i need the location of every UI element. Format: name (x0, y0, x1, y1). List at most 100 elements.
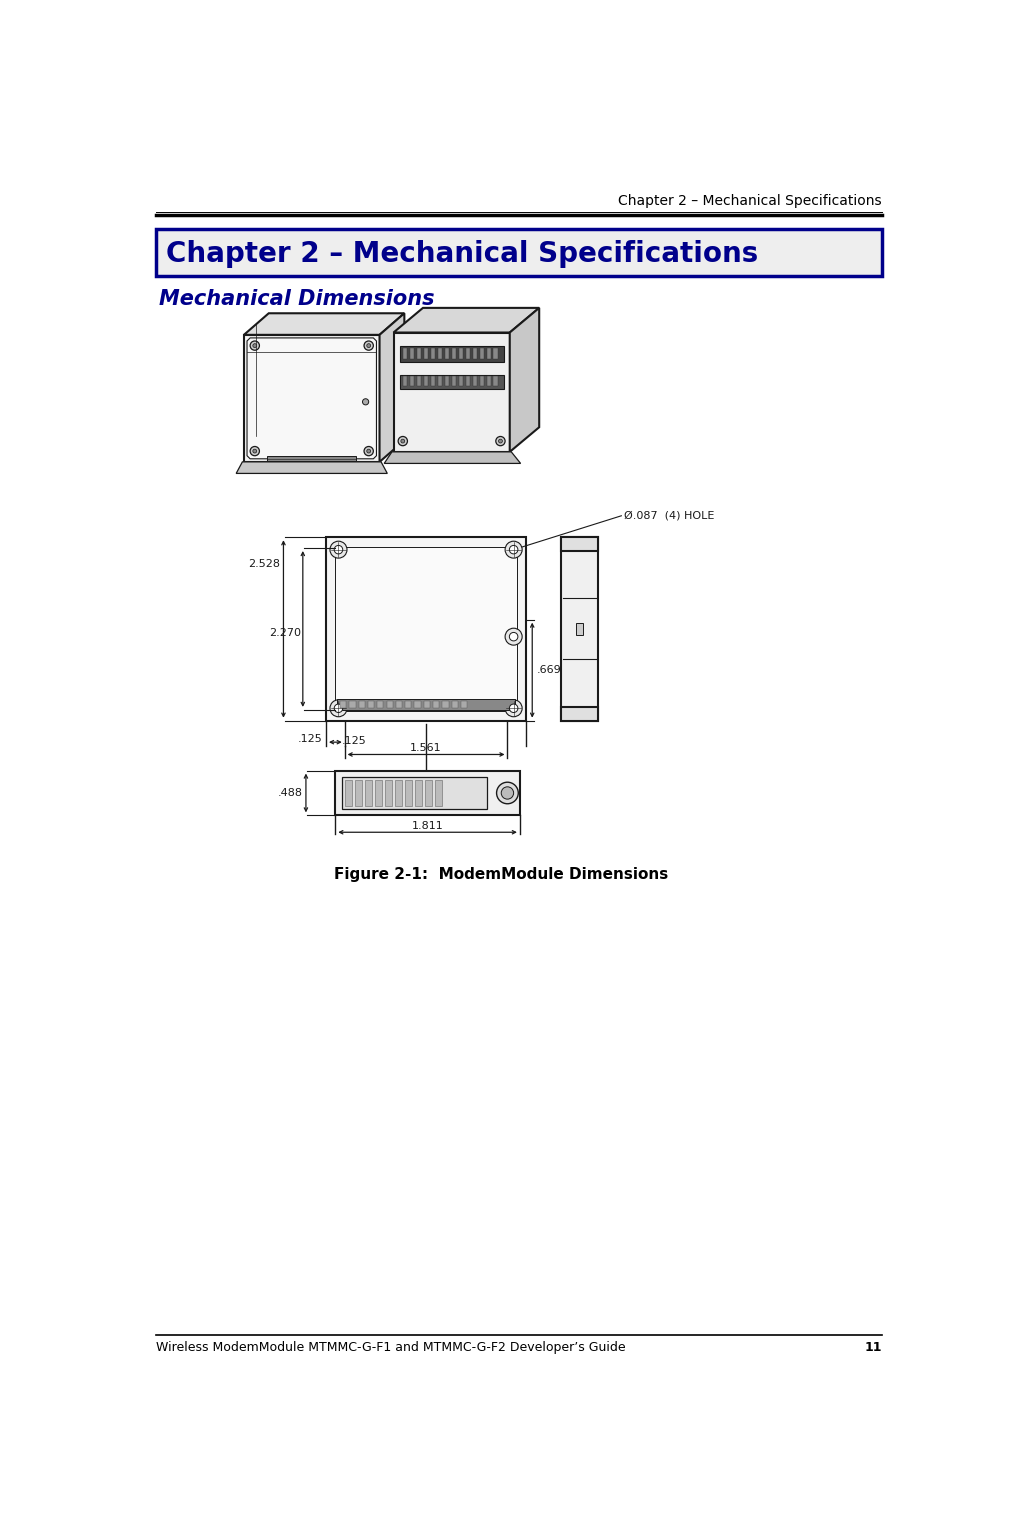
Bar (337, 699, 516, 709)
Bar (340, 700, 346, 708)
Bar (486, 377, 491, 386)
Circle shape (364, 446, 373, 456)
Text: Figure 2-1:  ModemModule Dimensions: Figure 2-1: ModemModule Dimensions (334, 866, 668, 882)
Circle shape (366, 343, 370, 348)
Circle shape (510, 633, 518, 640)
Bar (403, 348, 408, 360)
Bar (442, 700, 449, 708)
Circle shape (330, 542, 347, 559)
Bar (375, 780, 381, 806)
Bar (396, 700, 402, 708)
Circle shape (495, 437, 506, 446)
Polygon shape (244, 336, 379, 462)
Polygon shape (247, 339, 376, 459)
Bar (445, 348, 449, 360)
Bar (459, 348, 463, 360)
Bar (465, 348, 470, 360)
Circle shape (498, 439, 502, 443)
Bar (349, 700, 355, 708)
Text: 2.270: 2.270 (269, 628, 302, 637)
Circle shape (330, 700, 347, 717)
Bar (358, 700, 365, 708)
Circle shape (510, 545, 518, 554)
Bar (386, 700, 393, 708)
Bar (385, 780, 391, 806)
Circle shape (496, 782, 519, 803)
Circle shape (250, 342, 259, 351)
Bar (355, 780, 361, 806)
Bar (335, 546, 517, 711)
Bar (561, 537, 598, 551)
Bar (403, 377, 408, 386)
Bar (410, 377, 415, 386)
Text: 1.811: 1.811 (412, 820, 444, 831)
Bar (155, 229, 882, 275)
Bar (400, 376, 503, 389)
Circle shape (399, 437, 408, 446)
Polygon shape (236, 462, 387, 474)
Circle shape (364, 342, 373, 351)
Polygon shape (394, 308, 539, 332)
Circle shape (506, 628, 522, 645)
Text: .125: .125 (342, 736, 366, 746)
Polygon shape (510, 308, 539, 452)
Bar (561, 706, 598, 720)
Bar (326, 537, 526, 720)
Circle shape (253, 449, 256, 452)
Bar (433, 700, 439, 708)
Bar (410, 348, 415, 360)
Polygon shape (244, 314, 405, 336)
Circle shape (253, 343, 256, 348)
Circle shape (366, 449, 370, 452)
Bar (452, 348, 456, 360)
Bar (400, 346, 503, 362)
Bar (365, 780, 371, 806)
Circle shape (501, 786, 514, 799)
Bar (267, 456, 356, 462)
Bar (479, 348, 484, 360)
Bar (417, 377, 422, 386)
Polygon shape (379, 314, 405, 462)
Circle shape (334, 703, 343, 713)
Text: 1.561: 1.561 (411, 743, 442, 753)
Text: Chapter 2 – Mechanical Specifications: Chapter 2 – Mechanical Specifications (619, 194, 882, 208)
Bar (438, 377, 442, 386)
Bar (417, 348, 422, 360)
Text: 2.528: 2.528 (248, 559, 281, 569)
Text: Mechanical Dimensions: Mechanical Dimensions (158, 289, 434, 309)
Circle shape (362, 399, 368, 405)
Bar (459, 377, 463, 386)
Bar (368, 700, 374, 708)
Text: Chapter 2 – Mechanical Specifications: Chapter 2 – Mechanical Specifications (166, 240, 759, 268)
Bar (342, 777, 487, 810)
Bar (445, 377, 449, 386)
Polygon shape (394, 332, 510, 452)
Polygon shape (384, 452, 521, 463)
Bar (479, 377, 484, 386)
Bar (576, 623, 582, 636)
Bar (465, 377, 470, 386)
Bar (424, 348, 429, 360)
Bar (396, 780, 402, 806)
Bar (377, 700, 383, 708)
Bar (452, 700, 458, 708)
Bar (472, 348, 477, 360)
Bar (406, 700, 412, 708)
Bar (345, 780, 352, 806)
Text: Ø.087  (4) HOLE: Ø.087 (4) HOLE (624, 511, 714, 520)
Bar (406, 780, 412, 806)
Circle shape (510, 703, 518, 713)
Text: Wireless ModemModule MTMMC-G-F1 and MTMMC-G-F2 Developer’s Guide: Wireless ModemModule MTMMC-G-F1 and MTMM… (155, 1340, 626, 1354)
Circle shape (506, 542, 522, 559)
Bar (424, 700, 430, 708)
Bar (431, 348, 435, 360)
Text: .125: .125 (299, 734, 323, 743)
Bar (486, 348, 491, 360)
Bar (561, 537, 598, 720)
Bar (424, 377, 429, 386)
Circle shape (250, 446, 259, 456)
Circle shape (401, 439, 405, 443)
Bar (335, 771, 520, 816)
Bar (461, 700, 467, 708)
Text: .669: .669 (537, 665, 562, 674)
